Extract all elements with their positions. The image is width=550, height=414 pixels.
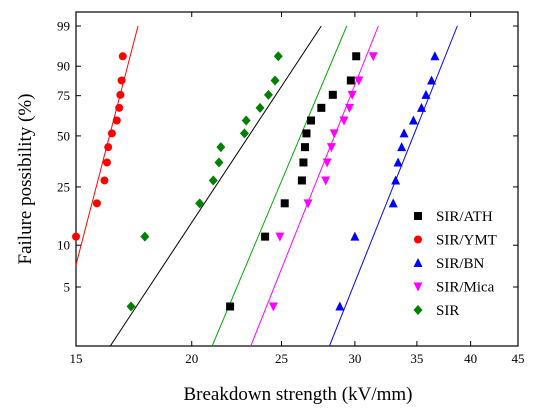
data-point xyxy=(368,52,378,62)
x-tick-label: 45 xyxy=(512,351,525,366)
legend-marker xyxy=(413,305,423,315)
data-point xyxy=(268,302,278,312)
plot-frame xyxy=(75,11,519,347)
y-axis-label: Failure possibility (%) xyxy=(15,94,36,265)
fit-line xyxy=(109,25,322,346)
fit-lines xyxy=(76,25,458,346)
data-point xyxy=(270,75,280,86)
legend: SIR/ATH SIR/YMT SIR/BN SIR/Mica SIR xyxy=(413,209,497,319)
data-point xyxy=(339,116,349,126)
y-tick-label: 10 xyxy=(57,238,70,253)
data-point xyxy=(115,103,124,112)
data-point xyxy=(261,232,270,241)
data-point xyxy=(297,176,306,185)
legend-label: SIR/ATH xyxy=(436,209,493,225)
data-point xyxy=(239,128,249,139)
data-point xyxy=(397,142,407,152)
x-tick-label: 35 xyxy=(410,351,423,366)
legend-marker xyxy=(413,258,423,267)
data-point xyxy=(102,158,111,167)
data-point xyxy=(344,103,354,113)
data-point xyxy=(241,115,251,126)
fit-line xyxy=(76,25,139,267)
axis-ticks: 15 20 25 30 35 40 45 5 10 25 50 75 90 99 xyxy=(57,12,525,366)
x-tick-label: 25 xyxy=(275,351,288,366)
data-point xyxy=(214,157,224,168)
legend-label: SIR/Mica xyxy=(436,280,495,296)
y-tick-label: 5 xyxy=(64,280,71,295)
data-point xyxy=(226,302,235,311)
data-point xyxy=(354,76,364,86)
data-point xyxy=(208,175,218,186)
data-point xyxy=(302,129,311,138)
data-point xyxy=(299,158,308,167)
data-point xyxy=(393,157,403,167)
data-point xyxy=(117,76,126,85)
legend-label: SIR xyxy=(436,303,459,319)
data-point xyxy=(430,51,440,61)
data-point xyxy=(306,116,315,125)
fit-line xyxy=(250,25,379,346)
data-point xyxy=(72,232,80,241)
data-point xyxy=(346,76,355,85)
data-point xyxy=(317,103,326,112)
data-point xyxy=(140,231,150,242)
data-point xyxy=(263,89,273,100)
y-tick-label: 99 xyxy=(57,19,70,34)
data-point xyxy=(391,175,401,185)
y-tick-label: 90 xyxy=(57,59,70,74)
data-point xyxy=(104,143,113,152)
legend-marker xyxy=(414,212,422,220)
data-point xyxy=(195,198,205,209)
data-point xyxy=(347,90,357,100)
y-tick-label: 25 xyxy=(57,179,70,194)
data-point xyxy=(329,129,339,139)
legend-marker xyxy=(414,235,422,244)
data-point xyxy=(92,199,101,208)
data-point xyxy=(399,128,409,138)
data-point xyxy=(255,102,265,113)
data-point xyxy=(280,199,289,208)
data-point xyxy=(116,90,125,99)
data-point xyxy=(321,176,331,186)
data-point xyxy=(118,52,127,61)
data-point xyxy=(303,199,313,209)
data-point xyxy=(100,176,109,185)
data-point xyxy=(328,90,337,99)
legend-label: SIR/BN xyxy=(436,256,485,272)
data-point xyxy=(300,143,309,152)
x-tick-label: 40 xyxy=(464,351,477,366)
data-point xyxy=(427,75,437,85)
data-point xyxy=(273,51,283,62)
data-point xyxy=(326,143,336,153)
y-tick-label: 75 xyxy=(57,88,70,103)
x-tick-label: 20 xyxy=(185,351,198,366)
x-tick-label: 30 xyxy=(348,351,361,366)
data-point xyxy=(107,129,116,138)
data-point xyxy=(408,115,418,125)
data-point xyxy=(335,301,345,311)
data-point xyxy=(388,198,398,208)
x-axis-label: Breakdown strength (kV/mm) xyxy=(183,384,412,405)
legend-marker xyxy=(413,282,423,292)
data-point xyxy=(322,158,332,168)
data-point xyxy=(275,232,285,242)
data-points xyxy=(72,51,440,312)
data-point xyxy=(350,231,360,241)
data-point xyxy=(352,52,361,61)
data-point xyxy=(126,301,136,312)
data-point xyxy=(216,142,226,153)
data-point xyxy=(112,116,121,125)
data-point xyxy=(416,102,426,112)
x-tick-label: 15 xyxy=(70,351,83,366)
legend-label: SIR/YMT xyxy=(436,233,497,249)
y-tick-label: 50 xyxy=(57,128,70,143)
data-point xyxy=(421,89,431,99)
